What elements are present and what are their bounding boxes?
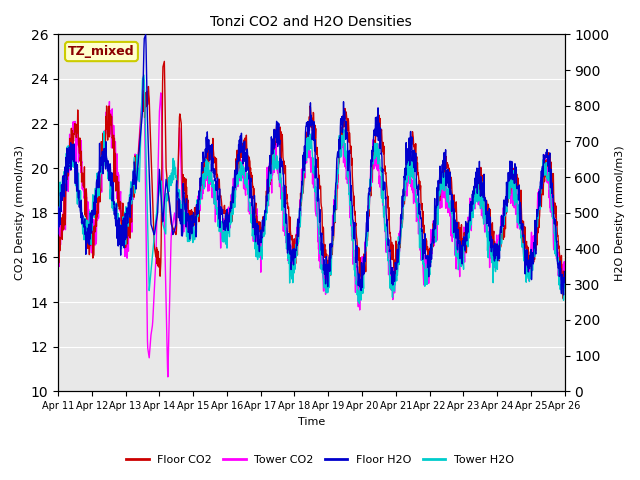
Tower CO2: [164, 374, 172, 380]
Title: Tonzi CO2 and H2O Densities: Tonzi CO2 and H2O Densities: [211, 15, 412, 29]
Tower CO2: [501, 198, 509, 204]
Tower CO2: [456, 248, 464, 254]
Tower CO2: [54, 230, 62, 236]
Floor CO2: [161, 59, 168, 64]
Tower CO2: [168, 231, 175, 237]
Tower CO2: [140, 78, 148, 84]
Line: Floor H2O: Floor H2O: [58, 35, 564, 295]
Line: Floor CO2: Floor CO2: [58, 61, 564, 299]
Tower CO2: [155, 137, 163, 143]
Floor H2O: [142, 32, 150, 37]
Tower H2O: [390, 288, 398, 294]
Y-axis label: CO2 Density (mmol/m3): CO2 Density (mmol/m3): [15, 145, 25, 280]
Tower H2O: [167, 182, 175, 188]
Legend: Floor CO2, Tower CO2, Floor H2O, Tower H2O: Floor CO2, Tower CO2, Floor H2O, Tower H…: [122, 451, 518, 469]
Line: Tower H2O: Tower H2O: [58, 75, 564, 303]
Tower H2O: [356, 300, 364, 306]
Text: TZ_mixed: TZ_mixed: [68, 45, 135, 58]
Tower CO2: [390, 264, 398, 270]
Tower H2O: [501, 213, 509, 219]
Floor CO2: [456, 225, 464, 230]
Tower CO2: [561, 278, 568, 284]
X-axis label: Time: Time: [298, 417, 325, 427]
Y-axis label: H2O Density (mmol/m3): H2O Density (mmol/m3): [615, 145, 625, 281]
Floor H2O: [501, 207, 509, 213]
Floor CO2: [54, 228, 62, 234]
Floor H2O: [155, 182, 163, 188]
Floor CO2: [167, 220, 175, 226]
Tower H2O: [140, 72, 148, 78]
Floor H2O: [561, 269, 568, 275]
Floor H2O: [390, 269, 397, 275]
Floor CO2: [561, 281, 568, 287]
Floor H2O: [224, 218, 232, 224]
Floor CO2: [559, 296, 567, 301]
Floor CO2: [501, 225, 509, 231]
Floor CO2: [154, 249, 162, 254]
Tower H2O: [224, 230, 232, 236]
Floor CO2: [390, 265, 397, 271]
Tower H2O: [155, 192, 163, 198]
Floor H2O: [54, 231, 62, 237]
Tower H2O: [456, 258, 464, 264]
Tower CO2: [224, 229, 232, 235]
Floor H2O: [167, 214, 175, 220]
Floor H2O: [560, 292, 568, 298]
Tower H2O: [54, 219, 62, 225]
Line: Tower CO2: Tower CO2: [58, 81, 564, 377]
Tower H2O: [561, 279, 568, 285]
Floor H2O: [456, 252, 464, 258]
Floor CO2: [224, 213, 232, 218]
